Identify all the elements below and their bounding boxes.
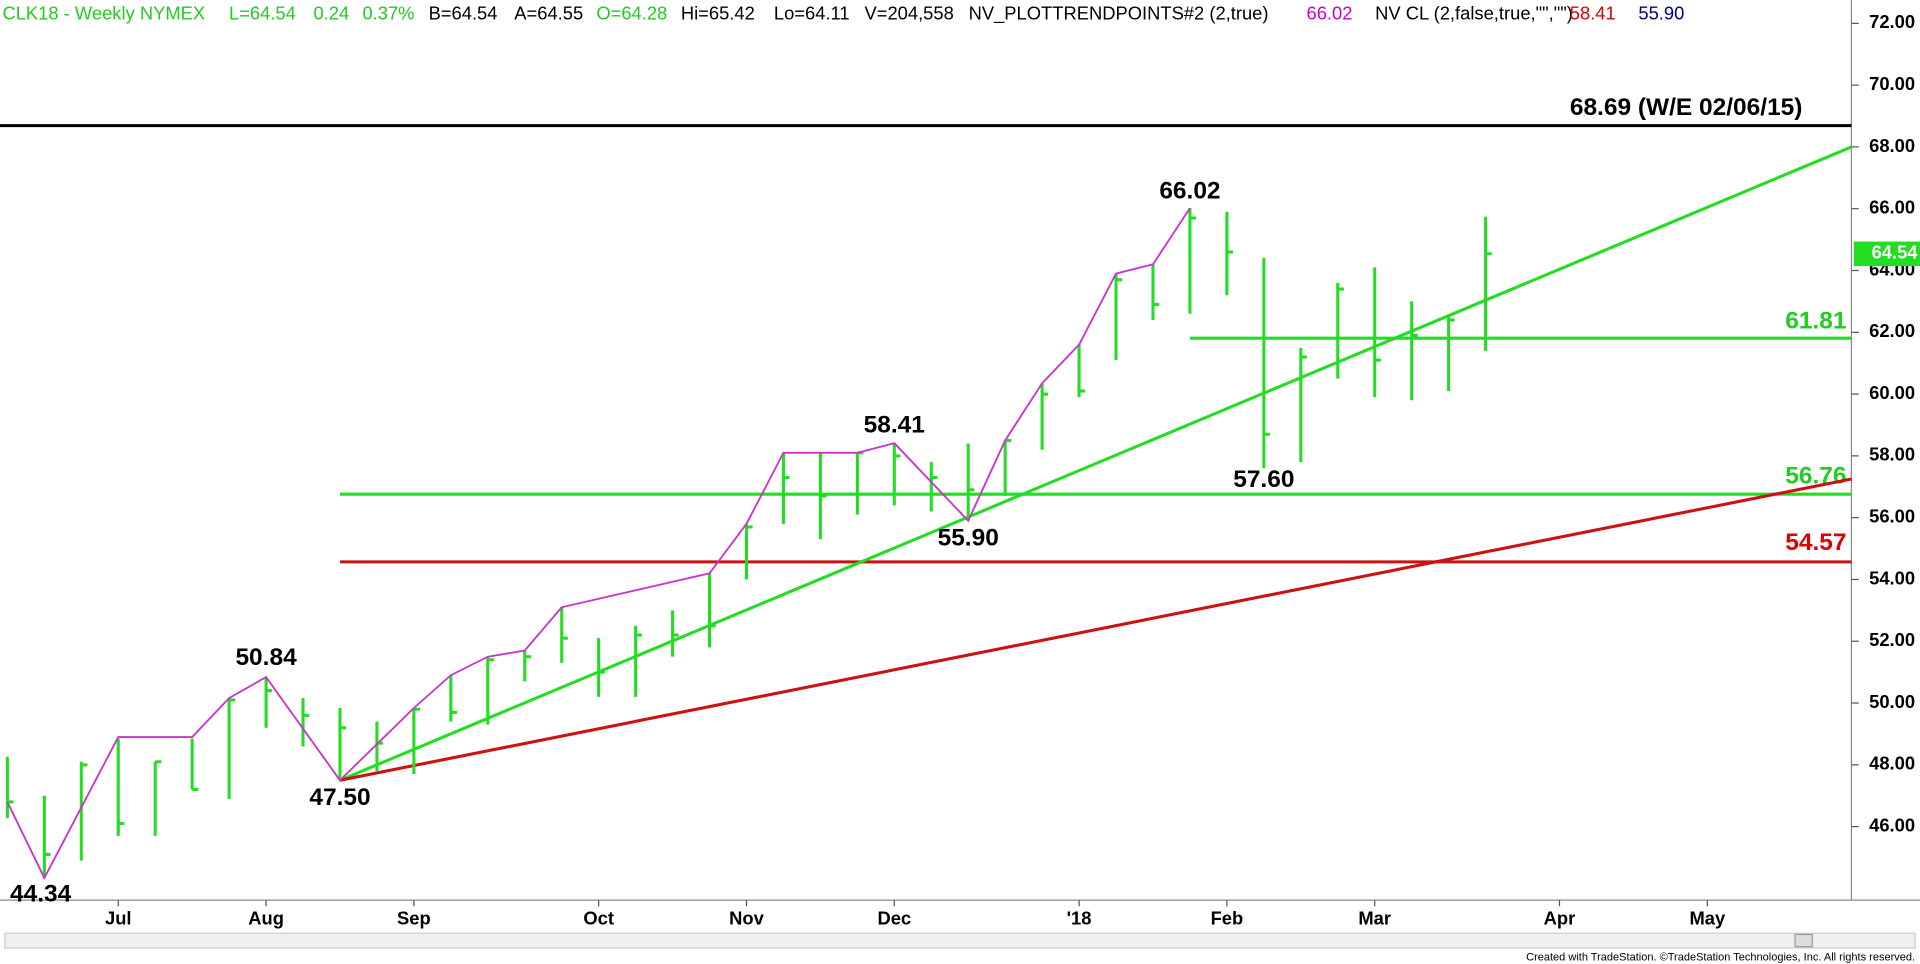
y-tick-label: 68.00 (1869, 135, 1915, 156)
header-item: CLK18 - Weekly NYMEX (2, 3, 205, 24)
header-item: NV CL (2,false,true,"","") (1375, 3, 1573, 24)
header-item: L=64.54 (229, 3, 296, 24)
header-item: 58.41 (1570, 3, 1616, 24)
level-label: 61.81 (1785, 308, 1846, 335)
level-label: 68.69 (W/E 02/06/15) (1570, 94, 1803, 121)
swing-label: 55.90 (938, 525, 999, 552)
price-tag (1853, 241, 1920, 267)
y-tick-label: 66.00 (1869, 197, 1915, 218)
header-item: 66.02 (1307, 3, 1353, 24)
header-item: B=64.54 (429, 3, 498, 24)
x-tick-label: Sep (397, 908, 431, 929)
price-tag-label: 64.54 (1872, 242, 1919, 263)
header-item: 0.24 (313, 3, 349, 24)
y-tick-label: 52.00 (1869, 629, 1915, 650)
x-tick-label: '18 (1067, 908, 1092, 929)
x-tick-label: Dec (877, 908, 911, 929)
header-item: V=204,558 (864, 3, 953, 24)
y-tick-label: 60.00 (1869, 382, 1915, 403)
header-item: A=64.55 (514, 3, 583, 24)
level-label: 54.57 (1785, 529, 1846, 556)
y-tick-label: 62.00 (1869, 320, 1915, 341)
y-tick-label: 46.00 (1869, 814, 1915, 835)
scrollbar[interactable] (4, 932, 1916, 949)
x-tick-label: May (1689, 908, 1726, 929)
header-item: Hi=65.42 (681, 3, 755, 24)
y-tick-label: 48.00 (1869, 753, 1915, 774)
header-item: 55.90 (1638, 3, 1684, 24)
header-item: NV_PLOTTRENDPOINTS#2 (2,true) (969, 3, 1269, 25)
y-tick-label: 54.00 (1869, 567, 1915, 588)
trendline (339, 145, 1853, 782)
swing-label: 57.60 (1233, 466, 1294, 493)
x-tick-label: Mar (1358, 908, 1391, 929)
scrollbar-thumb[interactable] (1794, 933, 1813, 948)
header-item: Lo=64.11 (774, 3, 850, 24)
x-tick-label: Feb (1211, 908, 1244, 929)
header-item: 0.37% (362, 3, 414, 24)
y-tick-label: 56.00 (1869, 506, 1915, 527)
y-tick-label: 58.00 (1869, 444, 1915, 465)
swing-label: 66.02 (1159, 178, 1220, 205)
swing-label: 58.41 (864, 412, 925, 439)
footer: Created with TradeStation. ©TradeStation… (1526, 952, 1915, 964)
y-tick-label: 50.00 (1869, 691, 1915, 712)
y-tick-label: 70.00 (1869, 73, 1915, 94)
swing-label: 47.50 (309, 784, 370, 811)
x-tick-label: Nov (729, 908, 764, 929)
x-tick-label: Jul (105, 908, 132, 929)
x-tick-label: Aug (248, 908, 284, 929)
swing-label: 44.34 (10, 881, 72, 908)
trend-points-line (6, 207, 1191, 880)
y-tick-label: 72.00 (1869, 11, 1915, 32)
swing-label: 50.84 (235, 644, 297, 671)
x-tick-label: Apr (1544, 908, 1576, 929)
x-tick-label: Oct (583, 908, 614, 929)
header-item: O=64.28 (596, 3, 667, 24)
trendline (339, 477, 1852, 782)
